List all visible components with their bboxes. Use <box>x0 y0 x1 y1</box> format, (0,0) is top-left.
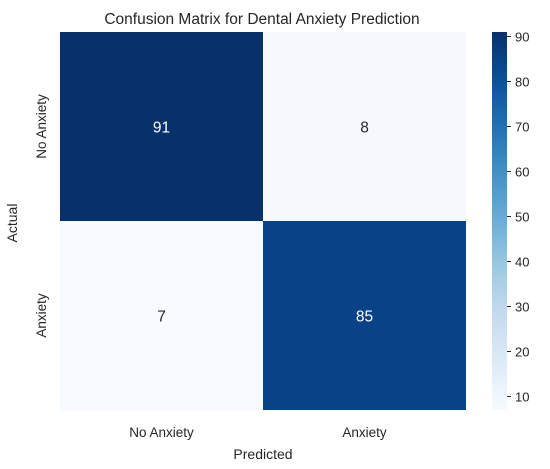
colorbar-tick-label: 40 <box>515 255 529 270</box>
x-tick-label: Anxiety <box>342 425 387 440</box>
colorbar <box>492 32 507 410</box>
colorbar-tick-label: 30 <box>515 300 529 315</box>
colorbar-tick-label: 70 <box>515 120 529 135</box>
x-tick-labels: No Anxiety Anxiety <box>129 425 387 440</box>
cell-value-label: 7 <box>157 309 166 326</box>
y-tick-label: No Anxiety <box>34 94 49 159</box>
heatmap-cell <box>263 221 466 410</box>
y-tick-labels: No Anxiety Anxiety <box>34 94 49 338</box>
heatmap-cell <box>60 32 263 221</box>
colorbar-tick-label: 60 <box>515 165 529 180</box>
cell-value-label: 91 <box>153 120 170 137</box>
colorbar-tick-label: 80 <box>515 75 529 90</box>
x-tick-label: No Anxiety <box>129 425 194 440</box>
cell-value-label: 85 <box>356 309 373 326</box>
heatmap-cell-values: 91 8 7 85 <box>153 120 373 326</box>
colorbar-tick-labels: 10 20 30 40 50 60 70 80 90 <box>507 30 529 405</box>
y-axis-label: Actual <box>4 204 20 243</box>
chart-title: Confusion Matrix for Dental Anxiety Pred… <box>104 11 419 28</box>
colorbar-tick-label: 50 <box>515 210 529 225</box>
heatmap-cell <box>60 221 263 410</box>
cell-value-label: 8 <box>360 120 369 137</box>
heatmap-cells <box>60 32 466 410</box>
heatmap-cell <box>263 32 466 221</box>
colorbar-tick-label: 10 <box>515 390 529 405</box>
y-tick-label: Anxiety <box>34 293 49 338</box>
colorbar-tick-label: 90 <box>515 30 529 45</box>
x-axis-label: Predicted <box>233 446 292 462</box>
colorbar-tick-label: 20 <box>515 345 529 360</box>
